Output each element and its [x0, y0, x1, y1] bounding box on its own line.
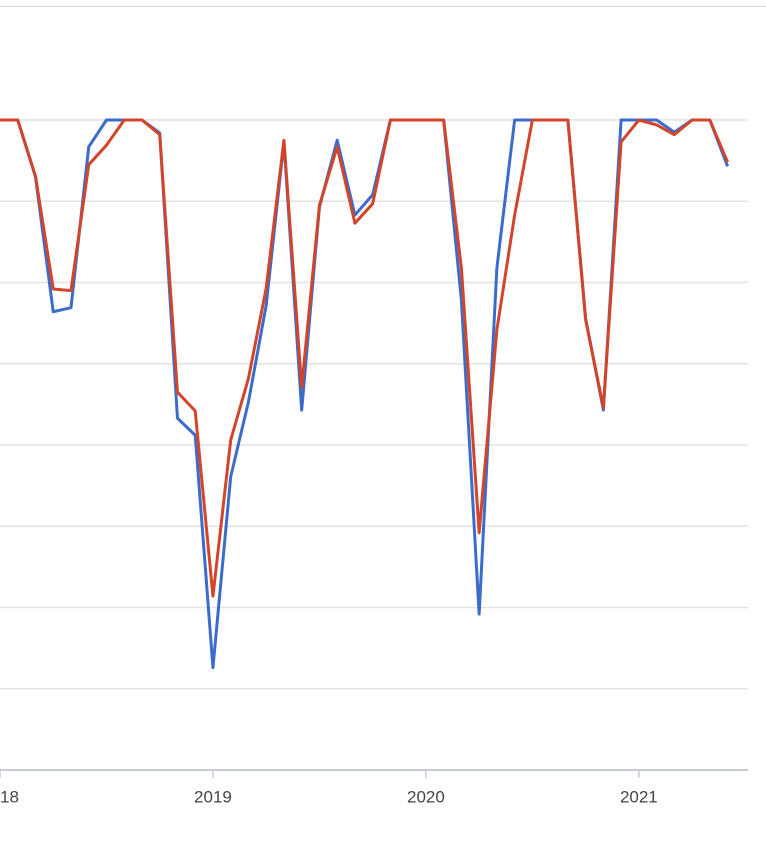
x-tick-label: 2018: [0, 787, 19, 806]
x-tick-label: 2021: [620, 787, 658, 806]
series-line: [0, 118, 729, 598]
x-tick-label: 2019: [194, 787, 232, 806]
x-tick-label: 2020: [407, 787, 445, 806]
